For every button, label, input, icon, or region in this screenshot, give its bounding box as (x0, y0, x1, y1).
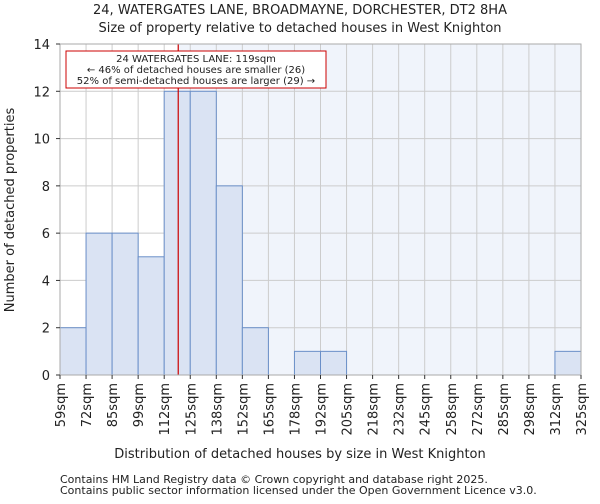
bar (293, 350, 322, 376)
y-tick-label: 14 (33, 38, 50, 53)
bar (241, 327, 269, 376)
x-tick-label: 298sqm (523, 383, 538, 436)
y-tick-label: 2 (42, 322, 50, 337)
x-tick-label: 285sqm (497, 383, 512, 436)
x-tick-label: 218sqm (367, 383, 382, 436)
x-tick-label: 72sqm (80, 383, 95, 427)
y-tick-label: 10 (33, 133, 50, 148)
chart-subtitle: Size of property relative to detached ho… (98, 21, 501, 36)
y-tick-label: 8 (42, 180, 50, 195)
x-tick-label: 232sqm (393, 383, 408, 436)
chart-title: 24, WATERGATES LANE, BROADMAYNE, DORCHES… (93, 3, 507, 18)
x-tick-label: 325sqm (575, 383, 590, 436)
footer-line-1: Contains HM Land Registry data © Crown c… (60, 473, 488, 486)
x-tick-label: 125sqm (184, 383, 199, 436)
y-tick-label: 12 (33, 85, 50, 100)
bar (59, 327, 87, 376)
bar (163, 90, 191, 376)
x-tick-label: 165sqm (262, 383, 277, 436)
annotation-line: ← 46% of detached houses are smaller (26… (87, 65, 305, 76)
x-tick-label: 138sqm (210, 383, 225, 436)
x-tick-label: 99sqm (132, 383, 147, 427)
y-tick-label: 0 (42, 369, 50, 384)
y-axis-label: Number of detached properties (3, 108, 18, 313)
x-tick-label: 59sqm (54, 383, 69, 427)
x-tick-label: 85sqm (106, 383, 121, 427)
x-axis-label: Distribution of detached houses by size … (114, 447, 485, 462)
bar (85, 232, 113, 376)
footer-line-2: Contains public sector information licen… (60, 484, 537, 497)
y-tick-label: 6 (42, 227, 50, 242)
y-tick-label: 4 (42, 274, 50, 289)
bar (320, 350, 348, 376)
x-tick-label: 152sqm (236, 383, 251, 436)
bar (554, 350, 582, 376)
x-tick-label: 258sqm (445, 383, 460, 436)
x-tick-label: 192sqm (315, 383, 330, 436)
bar (137, 256, 165, 376)
bar (215, 185, 243, 376)
bar (111, 232, 139, 376)
x-tick-label: 312sqm (549, 383, 564, 436)
x-tick-label: 178sqm (288, 383, 303, 436)
bar (189, 90, 217, 376)
x-tick-label: 272sqm (471, 383, 486, 436)
plot-background-right (178, 44, 581, 375)
annotation-box (65, 50, 327, 89)
annotation-line: 52% of semi-detached houses are larger (… (77, 76, 315, 87)
x-tick-label: 112sqm (158, 383, 173, 436)
x-tick-label: 205sqm (341, 383, 356, 436)
x-tick-label: 245sqm (419, 383, 434, 436)
annotation-line: 24 WATERGATES LANE: 119sqm (116, 54, 276, 65)
